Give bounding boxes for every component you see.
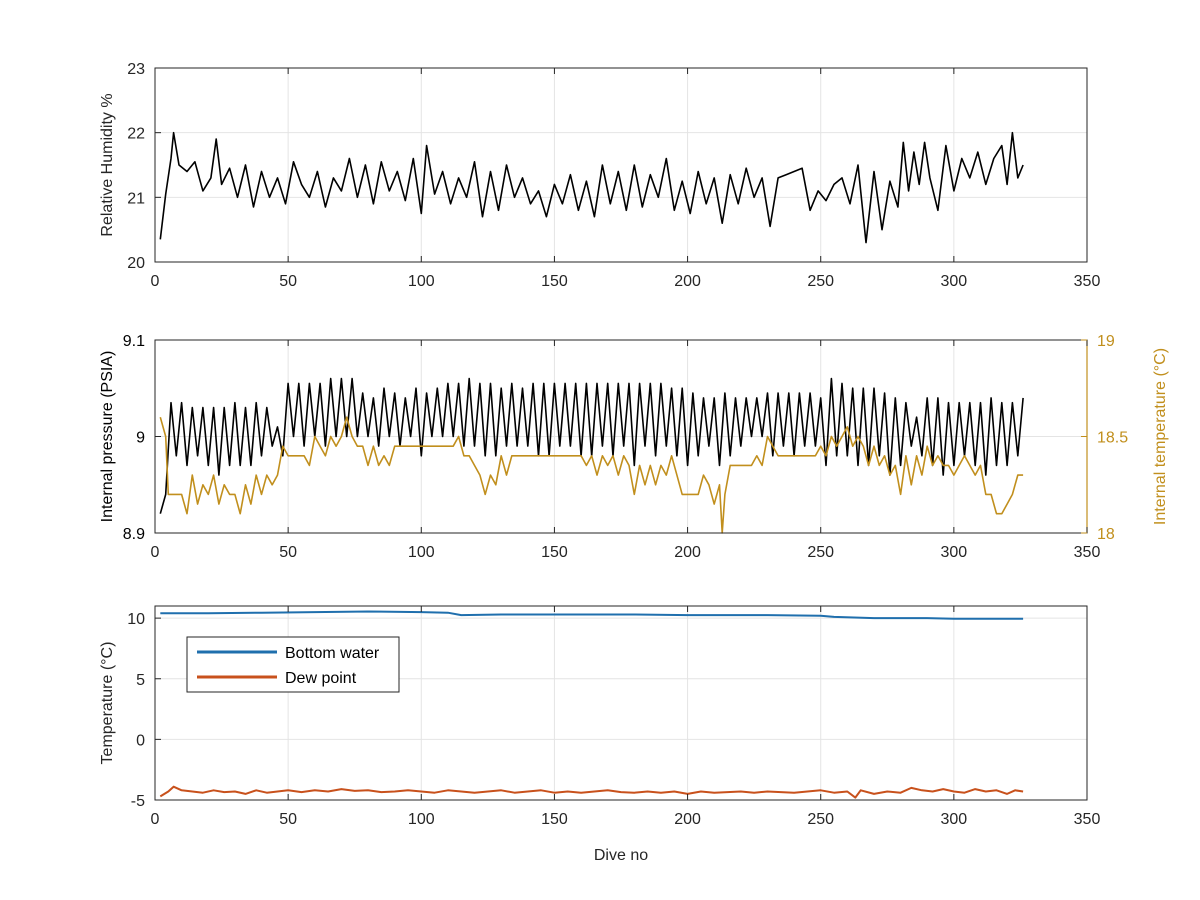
series-line-3-2: [159, 785, 1024, 799]
series-layer: [159, 131, 1024, 799]
y-tick-label: 20: [127, 255, 145, 272]
y-tick-label: 23: [127, 61, 145, 78]
y2-tick-label: 18.5: [1097, 430, 1128, 447]
legend-label: Bottom water: [285, 645, 380, 662]
x-tick-label: 200: [674, 811, 701, 828]
legend-label: Dew point: [285, 670, 357, 687]
y-tick-label: 9.1: [123, 333, 145, 350]
axes-frames: [154, 67, 1088, 801]
y-tick-label: 9: [136, 430, 145, 447]
series-line-2-2: [159, 416, 1024, 534]
x-tick-label: 150: [541, 811, 568, 828]
y2-tick-label: 18: [1097, 526, 1115, 543]
x-tick-label: 300: [941, 811, 968, 828]
y2-tick-label: 19: [1097, 333, 1115, 350]
x-tick-label: 350: [1074, 811, 1101, 828]
x-tick-label: 250: [807, 273, 834, 290]
y-tick-label: 21: [127, 190, 145, 207]
x-tick-label: 0: [151, 544, 160, 561]
series-line-1-1: [159, 131, 1024, 244]
plot-area-1: [155, 68, 1087, 262]
axes-box-1: [154, 67, 1088, 263]
x-tick-label: 350: [1074, 273, 1101, 290]
x-tick-label: 100: [408, 273, 435, 290]
x-tick-label: 150: [541, 544, 568, 561]
x-tick-label: 0: [151, 273, 160, 290]
y-axis-label: Internal pressure (PSIA): [99, 351, 116, 523]
x-tick-label: 150: [541, 273, 568, 290]
x-tick-label: 300: [941, 273, 968, 290]
x-tick-label: 0: [151, 811, 160, 828]
legend: Bottom water Dew point: [186, 636, 400, 693]
x-tick-label: 50: [279, 544, 297, 561]
legend-box: [186, 636, 400, 693]
y-tick-label: -5: [131, 793, 145, 810]
x-tick-label: 300: [941, 544, 968, 561]
x-axis-label: Dive no: [594, 847, 648, 864]
y-tick-label: 0: [136, 732, 145, 749]
plot-area-3: [155, 606, 1087, 800]
y-tick-label: 22: [127, 126, 145, 143]
x-tick-label: 100: [408, 544, 435, 561]
x-tick-label: 250: [807, 811, 834, 828]
axes-box-3: [154, 605, 1088, 801]
y2-axis-label: Internal temperature (°C): [1152, 348, 1169, 525]
y-tick-label: 8.9: [123, 526, 145, 543]
x-tick-label: 100: [408, 811, 435, 828]
x-tick-label: 50: [279, 811, 297, 828]
y-axis-label: Temperature (°C): [99, 642, 116, 765]
x-tick-label: 50: [279, 273, 297, 290]
y-axis-label: Relative Humidity %: [99, 93, 116, 236]
series-line-3-1: [160, 610, 1024, 620]
x-tick-label: 200: [674, 544, 701, 561]
x-tick-label: 200: [674, 273, 701, 290]
x-tick-label: 250: [807, 544, 834, 561]
x-tick-label: 350: [1074, 544, 1101, 561]
y-tick-label: 10: [127, 611, 145, 628]
y-tick-label: 5: [136, 672, 145, 689]
